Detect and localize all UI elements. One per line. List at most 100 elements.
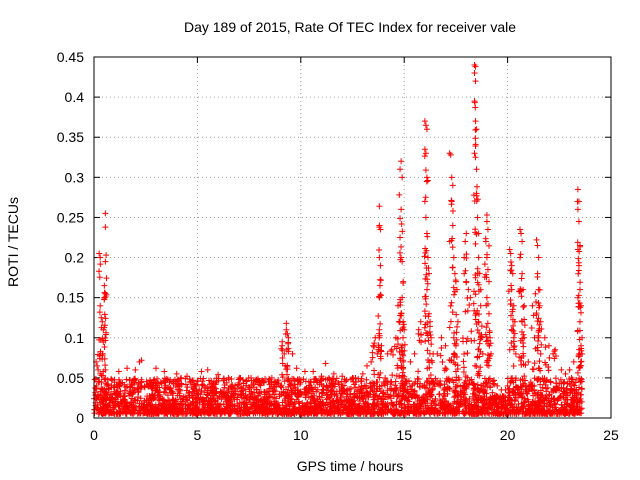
data-point — [98, 314, 105, 321]
data-point — [368, 358, 375, 365]
data-point — [454, 407, 461, 414]
data-point — [394, 335, 401, 342]
data-point — [333, 375, 340, 382]
data-point — [472, 127, 479, 133]
data-point — [475, 386, 482, 393]
data-point — [200, 401, 207, 408]
data-point — [376, 294, 383, 301]
data-point — [512, 397, 519, 404]
data-point — [361, 403, 368, 410]
data-point — [345, 396, 352, 403]
data-point — [522, 362, 529, 369]
data-point — [538, 326, 545, 333]
data-point — [243, 378, 250, 385]
data-point — [265, 391, 272, 398]
data-point — [122, 384, 129, 391]
data-point — [568, 374, 575, 381]
data-point — [511, 343, 518, 350]
data-point — [486, 342, 493, 349]
data-point — [167, 410, 174, 417]
data-point — [400, 387, 407, 394]
data-point — [400, 364, 407, 371]
data-point — [578, 385, 585, 392]
data-point — [237, 375, 244, 382]
data-point — [531, 401, 538, 408]
data-point — [422, 260, 429, 267]
data-point — [475, 368, 482, 375]
data-point — [286, 381, 293, 388]
data-point — [434, 350, 441, 357]
data-point — [380, 380, 387, 387]
data-point — [470, 300, 477, 307]
data-point — [98, 392, 105, 399]
data-point — [428, 334, 435, 341]
data-point — [323, 382, 330, 389]
data-point — [474, 196, 481, 203]
data-point — [401, 347, 408, 354]
data-point — [541, 378, 548, 385]
data-point — [433, 401, 440, 408]
data-point — [173, 405, 180, 412]
data-point — [369, 349, 376, 356]
data-point — [553, 387, 560, 394]
data-point — [521, 302, 528, 309]
data-point — [209, 404, 216, 411]
data-point — [98, 385, 105, 392]
data-point — [97, 302, 104, 309]
data-point — [289, 350, 296, 357]
data-point — [384, 378, 391, 385]
data-point — [482, 386, 489, 393]
data-point — [574, 246, 581, 253]
data-point — [161, 379, 168, 386]
data-point — [288, 408, 295, 415]
data-point — [201, 389, 208, 396]
data-point — [235, 381, 242, 388]
data-point — [576, 286, 583, 293]
data-point — [227, 383, 234, 390]
data-point — [301, 368, 308, 375]
data-point — [377, 276, 384, 283]
data-point — [295, 404, 302, 411]
data-point — [96, 399, 103, 406]
data-point — [442, 342, 449, 349]
data-point — [126, 376, 133, 383]
data-point — [127, 398, 134, 405]
data-point — [542, 344, 549, 351]
data-point — [221, 382, 228, 389]
data-point — [506, 246, 513, 253]
data-point — [214, 400, 221, 407]
data-point — [376, 247, 383, 254]
data-point — [472, 104, 479, 111]
data-point — [309, 394, 316, 401]
data-point — [395, 390, 402, 397]
data-point — [212, 381, 219, 388]
data-point — [390, 351, 397, 358]
data-point — [376, 254, 383, 261]
data-point — [437, 352, 444, 359]
data-point — [536, 358, 543, 365]
data-point — [502, 410, 509, 417]
data-point — [484, 383, 491, 390]
data-point — [250, 381, 257, 388]
data-point — [574, 206, 581, 213]
data-point — [411, 387, 418, 394]
data-point — [299, 403, 306, 410]
data-point — [552, 375, 559, 382]
data-point — [472, 291, 479, 298]
data-point — [453, 398, 460, 405]
data-point — [184, 384, 191, 391]
data-point — [164, 392, 171, 399]
data-point — [427, 332, 434, 339]
data-point — [464, 307, 471, 314]
data-point — [431, 410, 438, 417]
data-point — [256, 378, 263, 385]
data-point — [472, 78, 479, 85]
data-point — [426, 270, 433, 277]
data-point — [126, 390, 133, 397]
data-point — [376, 282, 383, 289]
data-point — [257, 382, 264, 389]
data-point — [204, 366, 211, 373]
data-point — [303, 387, 310, 394]
data-point — [106, 395, 113, 402]
data-point — [460, 358, 467, 365]
